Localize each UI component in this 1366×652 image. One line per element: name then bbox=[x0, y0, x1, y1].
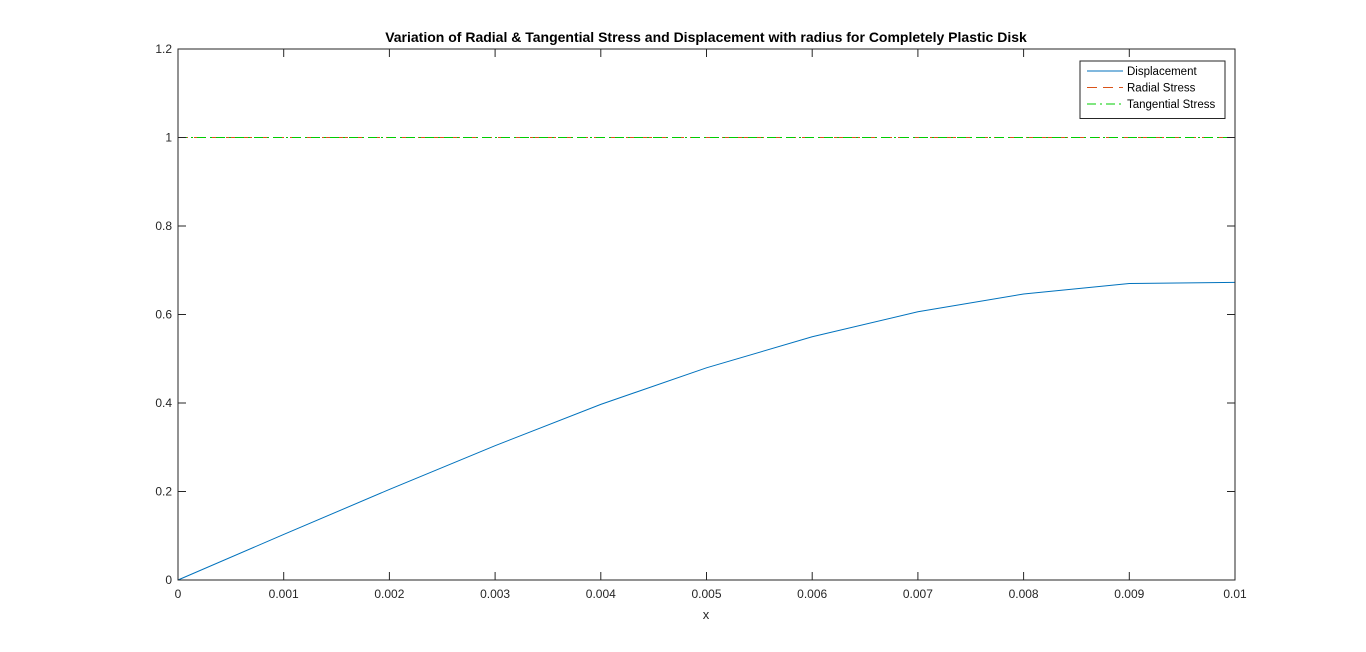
legend-label-1: Displacement bbox=[1127, 66, 1197, 78]
x-tick-label: 0.001 bbox=[269, 587, 299, 601]
legend: Displacement Radial Stress Tangential Stre… bbox=[1079, 60, 1226, 119]
plot-area bbox=[178, 49, 1235, 580]
x-tick-label: 0.005 bbox=[691, 587, 721, 601]
x-tick-label: 0.007 bbox=[903, 587, 933, 601]
y-tick-label: 0 bbox=[165, 573, 172, 587]
y-tick-label: 0.2 bbox=[155, 485, 172, 499]
y-tick-label: 0.4 bbox=[155, 396, 172, 410]
legend-label-2: Radial Stress bbox=[1127, 83, 1196, 95]
legend-label-3: Tangential Stress bbox=[1127, 99, 1215, 111]
series-layer bbox=[177, 137, 1236, 581]
axes-background bbox=[178, 49, 1235, 580]
series-line-1 bbox=[177, 281, 1236, 581]
x-tick-label: 0.01 bbox=[1223, 587, 1247, 601]
x-tick-label: 0.009 bbox=[1114, 587, 1144, 601]
x-tick-label: 0.002 bbox=[374, 587, 404, 601]
y-tick-label: 0.8 bbox=[155, 219, 172, 233]
x-tick-label: 0 bbox=[175, 587, 182, 601]
x-axis-label: x bbox=[703, 607, 710, 622]
axes-layer: 0 0.001 0.002 0.003 0.004 0.005 0.006 0.007 0.00… bbox=[155, 42, 1247, 601]
x-tick-label: 0.003 bbox=[480, 587, 510, 601]
y-tick-label: 0.6 bbox=[155, 308, 172, 322]
y-tick-label: 1.2 bbox=[155, 42, 172, 56]
x-tick-label: 0.004 bbox=[586, 587, 616, 601]
x-tick-label: 0.008 bbox=[1009, 587, 1039, 601]
x-tick-label: 0.006 bbox=[797, 587, 827, 601]
y-tick-label: 1 bbox=[165, 131, 172, 145]
chart-title: Variation of Radial & Tangential Stress … bbox=[385, 29, 1027, 45]
